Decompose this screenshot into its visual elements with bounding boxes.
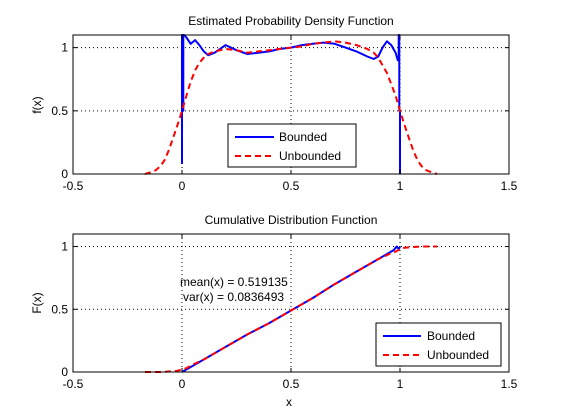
pdf-xtick-label-0: -0.5	[63, 179, 84, 193]
pdf-grid	[73, 35, 509, 174]
cdf-chart: -0.5 0 0.5 1 1.500.51 Cumulative Distributio…	[30, 213, 518, 409]
cdf-ytick-label-2: 1	[61, 240, 68, 254]
pdf-series	[144, 34, 438, 175]
cdf-legend-label-unbounded: Unbounded	[427, 348, 489, 362]
cdf-mean-annotation: mean(x) = 0.519135	[180, 275, 288, 289]
cdf-var-annotation: var(x) = 0.0836493	[183, 290, 284, 304]
pdf-chart: -0.5 0 0.5 1 1.500.51 Estimated Probability …	[30, 14, 518, 193]
cdf-grid	[73, 234, 509, 372]
cdf-x-axis-label: x	[286, 395, 292, 409]
pdf-ticks: -0.5 0 0.5 1 1.500.51	[51, 35, 518, 193]
cdf-legend-label-bounded: Bounded	[427, 329, 475, 343]
pdf-xtick-label-2: 0.5	[283, 179, 300, 193]
pdf-legend-label-bounded: Bounded	[279, 130, 327, 144]
pdf-ytick-label-2: 1	[61, 41, 68, 55]
cdf-chart-title: Cumulative Distribution Function	[205, 213, 378, 227]
pdf-chart-title: Estimated Probability Density Function	[188, 14, 393, 28]
pdf-ytick-label-1: 0.5	[51, 104, 68, 118]
cdf-xtick-label-1: 0	[179, 377, 186, 391]
cdf-y-axis-label: F(x)	[30, 292, 44, 313]
cdf-ticks: -0.5 0 0.5 1 1.500.51	[51, 234, 518, 391]
cdf-legend: Bounded Unbounded	[375, 322, 502, 367]
cdf-series-unbounded-line	[144, 245, 438, 373]
cdf-ytick-label-0: 0	[61, 365, 68, 379]
pdf-y-axis-label: f(x)	[30, 96, 44, 113]
cdf-ytick-label-1: 0.5	[51, 302, 68, 316]
cdf-xtick-label-2: 0.5	[283, 377, 300, 391]
pdf-xtick-label-3: 1	[397, 179, 404, 193]
pdf-xtick-label-4: 1.5	[501, 179, 518, 193]
cdf-legend-box	[375, 322, 502, 367]
cdf-xtick-label-4: 1.5	[501, 377, 518, 391]
pdf-legend: Bounded Unbounded	[227, 123, 357, 168]
pdf-xtick-label-1: 0	[179, 179, 186, 193]
pdf-ytick-label-0: 0	[61, 167, 68, 181]
cdf-series	[144, 245, 438, 373]
pdf-legend-label-unbounded: Unbounded	[279, 149, 341, 163]
pdf-series-unbounded-line	[144, 40, 438, 175]
pdf-legend-box	[227, 123, 357, 168]
cdf-xtick-label-3: 1	[397, 377, 404, 391]
cdf-xtick-label-0: -0.5	[63, 377, 84, 391]
